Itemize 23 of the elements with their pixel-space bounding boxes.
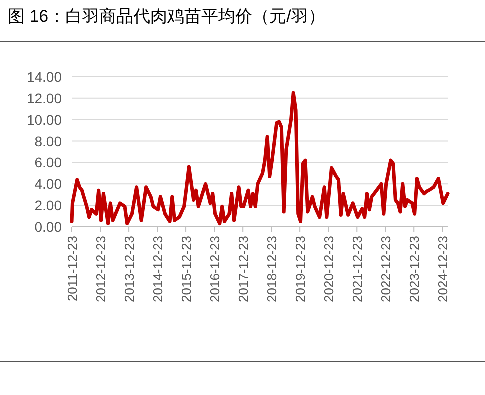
x-tick-label: 2019-12-23 [293, 236, 308, 302]
x-tick-label: 2012-12-23 [94, 236, 109, 302]
y-tick-label: 6.00 [34, 154, 62, 171]
x-tick-label: 2011-12-23 [65, 236, 80, 302]
x-tick-label: 2015-12-23 [179, 236, 194, 302]
y-tick-label: 10.00 [26, 112, 62, 128]
y-tick-label: 0.00 [34, 219, 62, 235]
x-tick-label: 2020-12-23 [322, 236, 337, 302]
x-tick-label: 2023-12-23 [407, 236, 422, 302]
x-tick-label: 2014-12-23 [150, 236, 166, 302]
y-tick-label: 12.00 [26, 90, 62, 106]
y-tick-label: 14.00 [26, 69, 62, 85]
chart-title: 图 16：白羽商品代肉鸡苗平均价（元/羽） [8, 7, 326, 26]
x-tick-label: 2022-12-23 [378, 236, 394, 302]
y-tick-label: 8.00 [34, 133, 62, 150]
x-tick-label: 2018-12-23 [264, 236, 280, 302]
x-tick-label: 2021-12-23 [350, 236, 366, 302]
y-tick-label: 2.00 [34, 198, 62, 214]
x-tick-label: 2024-12-23 [436, 236, 451, 302]
x-tick-label: 2016-12-23 [208, 236, 223, 302]
x-tick-label: 2013-12-23 [122, 236, 138, 302]
y-tick-label: 4.00 [34, 176, 62, 192]
x-tick-label: 2017-12-23 [236, 236, 252, 302]
